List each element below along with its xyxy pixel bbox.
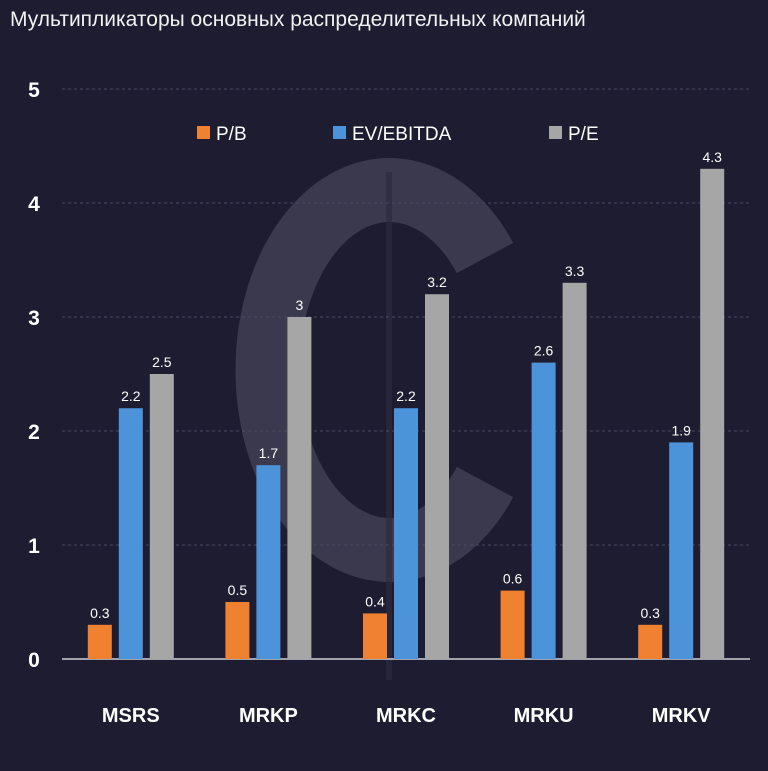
data-label: 1.9 bbox=[671, 422, 691, 438]
legend-swatch bbox=[549, 126, 562, 139]
data-label: 3 bbox=[296, 297, 304, 313]
data-label: 0.3 bbox=[90, 605, 110, 621]
bar-p-e-mrkv bbox=[700, 168, 725, 660]
y-tick-label: 2 bbox=[28, 421, 40, 444]
data-label: 2.5 bbox=[152, 354, 172, 370]
y-axis-tick-labels: 0 1 2 3 4 5 bbox=[28, 79, 40, 672]
x-axis-category-labels: MSRS MRKP MRKC MRKU MRKV bbox=[102, 705, 711, 727]
bar-p-b-mrkp bbox=[225, 602, 250, 659]
y-tick-label: 0 bbox=[28, 649, 40, 672]
legend-swatch bbox=[333, 126, 346, 139]
y-tick-label: 1 bbox=[28, 535, 40, 558]
x-category-label: MSRS bbox=[102, 705, 160, 727]
x-category-label: MRKU bbox=[514, 705, 574, 727]
data-label: 2.2 bbox=[396, 388, 416, 404]
bar-ev-ebitda-mrkv bbox=[669, 442, 694, 659]
bar-ev-ebitda-mrku bbox=[531, 362, 556, 659]
y-tick-label: 5 bbox=[28, 79, 40, 102]
data-label: 0.3 bbox=[640, 605, 660, 621]
bar-p-b-mrku bbox=[500, 590, 525, 659]
bars-group bbox=[87, 168, 725, 660]
bar-ev-ebitda-msrs bbox=[118, 408, 143, 659]
legend: P/B EV/EBITDA P/E bbox=[197, 124, 599, 145]
data-label: 4.3 bbox=[702, 149, 722, 165]
legend-label: EV/EBITDA bbox=[352, 124, 452, 145]
data-label: 1.7 bbox=[259, 445, 279, 461]
data-label: 2.2 bbox=[121, 388, 141, 404]
data-labels-group: 0.3 2.2 2.5 0.5 1.7 3 0.4 2.2 3.2 0.6 2.6 3.3 0.3 1.9… bbox=[90, 149, 722, 621]
bar-p-b-mrkc bbox=[363, 613, 387, 659]
data-label: 3.3 bbox=[565, 263, 585, 279]
data-label: 0.4 bbox=[365, 593, 385, 609]
bar-p-e-mrku bbox=[562, 282, 587, 659]
x-category-label: MRKV bbox=[652, 705, 712, 727]
data-label: 3.2 bbox=[427, 274, 447, 290]
x-category-label: MRKC bbox=[376, 705, 436, 727]
legend-swatch bbox=[197, 126, 210, 139]
bar-p-e-msrs bbox=[149, 374, 174, 659]
bar-ev-ebitda-mrkp bbox=[256, 465, 281, 659]
data-label: 0.6 bbox=[503, 571, 523, 587]
bar-p-e-mrkp bbox=[287, 317, 312, 659]
chart-title: Мультипликаторы основных распределительн… bbox=[10, 8, 586, 31]
legend-label: P/E bbox=[568, 124, 599, 145]
data-label: 2.6 bbox=[534, 343, 554, 359]
y-tick-label: 4 bbox=[28, 193, 40, 216]
bar-p-b-mrkv bbox=[638, 624, 663, 659]
bar-ev-ebitda-mrkc bbox=[394, 408, 418, 659]
y-tick-label: 3 bbox=[28, 307, 40, 330]
bar-p-b-msrs bbox=[87, 624, 112, 659]
legend-label: P/B bbox=[216, 124, 247, 145]
bar-p-e-mrkc bbox=[425, 294, 449, 659]
x-category-label: MRKP bbox=[239, 705, 298, 727]
data-label: 0.5 bbox=[228, 582, 248, 598]
